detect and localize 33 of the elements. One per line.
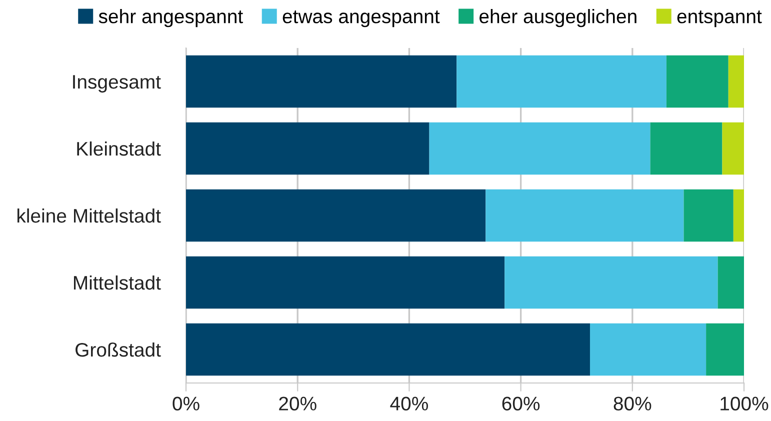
bar [186,189,486,242]
y-tick-label: Kleinstadt [77,141,161,156]
bar [706,323,744,376]
y-tick-label: kleine Mittelstadt [18,208,161,223]
bar [186,256,505,309]
y-tick-label: Insgesamt [73,75,161,93]
bar [429,122,650,175]
legend-label: entspannt [677,10,762,28]
x-tick-label: 60% [502,396,540,410]
bar [186,122,430,175]
x-tick-label: 40% [390,396,428,410]
x-tick-label: 20% [279,396,316,410]
legend-label: etwas angespannt [282,10,440,28]
y-tick-label: Großstadt [76,342,161,357]
bar [666,55,728,108]
bar [684,189,734,242]
legend-label: sehr angespannt [98,9,243,28]
bar [456,55,666,108]
bar [728,55,744,108]
y-tick-label: Mittelstadt [74,275,161,290]
x-tick-label: 80% [614,396,652,410]
bar [590,323,706,376]
bar [504,256,718,309]
bar [722,122,744,175]
legend-label: eher ausgeglichen [480,9,636,28]
bar [486,189,684,242]
x-tick-label: 0% [172,396,200,410]
bar [186,55,457,108]
bar [186,323,590,376]
bar [733,189,744,242]
x-tick-label: 100% [720,396,768,410]
bar [650,122,722,175]
bar [718,256,744,309]
